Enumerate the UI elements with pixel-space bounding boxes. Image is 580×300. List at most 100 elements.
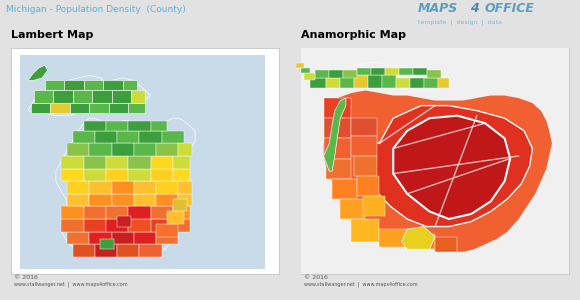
- Bar: [385, 68, 399, 75]
- Bar: [106, 121, 128, 131]
- Bar: [72, 131, 95, 143]
- Bar: [139, 131, 162, 143]
- Bar: [134, 181, 156, 194]
- Bar: [329, 70, 343, 78]
- Bar: [327, 158, 351, 179]
- Bar: [128, 169, 151, 181]
- Bar: [31, 103, 50, 113]
- Bar: [399, 68, 413, 75]
- Bar: [106, 156, 128, 169]
- Bar: [304, 73, 316, 80]
- Bar: [316, 70, 329, 78]
- Bar: [368, 75, 382, 88]
- Polygon shape: [393, 116, 510, 219]
- Bar: [382, 75, 396, 88]
- Bar: [111, 232, 134, 244]
- Bar: [351, 219, 379, 242]
- Bar: [111, 181, 134, 194]
- Polygon shape: [310, 63, 452, 91]
- Bar: [156, 232, 179, 244]
- Polygon shape: [28, 75, 151, 116]
- Bar: [61, 169, 84, 181]
- Bar: [89, 232, 111, 244]
- Bar: [424, 78, 438, 88]
- Bar: [343, 70, 357, 78]
- Bar: [53, 91, 72, 103]
- Bar: [103, 80, 123, 91]
- Bar: [117, 244, 139, 257]
- Bar: [106, 169, 128, 181]
- Polygon shape: [324, 91, 552, 252]
- Bar: [111, 194, 134, 206]
- Bar: [179, 143, 193, 156]
- Bar: [351, 136, 376, 156]
- Text: www.stallwanger.net  |  www.maps4office.com: www.stallwanger.net | www.maps4office.co…: [304, 282, 418, 287]
- Bar: [117, 131, 139, 143]
- Bar: [302, 68, 310, 73]
- Bar: [45, 80, 64, 91]
- Bar: [351, 118, 376, 136]
- Bar: [379, 229, 407, 247]
- Bar: [396, 78, 410, 88]
- Bar: [89, 103, 109, 113]
- Bar: [128, 219, 151, 232]
- Bar: [134, 143, 156, 156]
- Bar: [61, 219, 84, 232]
- Bar: [167, 212, 184, 224]
- Bar: [435, 237, 457, 252]
- Bar: [156, 181, 179, 194]
- Bar: [151, 206, 173, 219]
- Polygon shape: [28, 65, 48, 80]
- Bar: [362, 196, 385, 217]
- Text: 4: 4: [470, 2, 478, 14]
- Text: Lambert Map: Lambert Map: [12, 30, 94, 40]
- Bar: [173, 156, 190, 169]
- Bar: [123, 80, 137, 91]
- FancyBboxPatch shape: [20, 55, 264, 269]
- Bar: [162, 131, 184, 143]
- Bar: [89, 181, 111, 194]
- Bar: [84, 156, 106, 169]
- Bar: [70, 103, 89, 113]
- Bar: [64, 80, 84, 91]
- Text: template  |  design  |  data: template | design | data: [418, 20, 502, 25]
- Bar: [357, 68, 371, 75]
- Bar: [134, 194, 156, 206]
- Bar: [84, 121, 106, 131]
- Bar: [340, 199, 365, 219]
- Text: www.stallwanger.net  |  www.maps4office.com: www.stallwanger.net | www.maps4office.co…: [14, 282, 128, 287]
- Bar: [128, 103, 145, 113]
- Text: Michigan - Population Density  (County): Michigan - Population Density (County): [6, 4, 186, 14]
- Bar: [72, 91, 92, 103]
- Bar: [156, 143, 179, 156]
- Bar: [92, 91, 111, 103]
- Bar: [61, 206, 84, 219]
- Bar: [67, 232, 89, 244]
- Bar: [111, 143, 134, 156]
- Bar: [95, 244, 117, 257]
- FancyBboxPatch shape: [302, 48, 568, 274]
- Text: OFFICE: OFFICE: [484, 2, 534, 14]
- FancyBboxPatch shape: [302, 48, 568, 274]
- Bar: [327, 78, 340, 88]
- Polygon shape: [401, 226, 435, 249]
- Text: MAPS: MAPS: [418, 2, 458, 14]
- Bar: [438, 78, 449, 88]
- Bar: [131, 91, 145, 103]
- Bar: [354, 75, 368, 88]
- Bar: [173, 199, 187, 211]
- Bar: [156, 224, 179, 237]
- Bar: [151, 156, 173, 169]
- Bar: [151, 219, 173, 232]
- FancyBboxPatch shape: [12, 48, 278, 274]
- Bar: [324, 98, 351, 118]
- Polygon shape: [324, 98, 346, 171]
- Bar: [173, 219, 190, 232]
- Bar: [109, 103, 128, 113]
- Bar: [139, 244, 162, 257]
- Bar: [134, 232, 156, 244]
- Bar: [67, 143, 89, 156]
- Bar: [151, 121, 167, 131]
- Bar: [156, 194, 179, 206]
- Bar: [34, 91, 53, 103]
